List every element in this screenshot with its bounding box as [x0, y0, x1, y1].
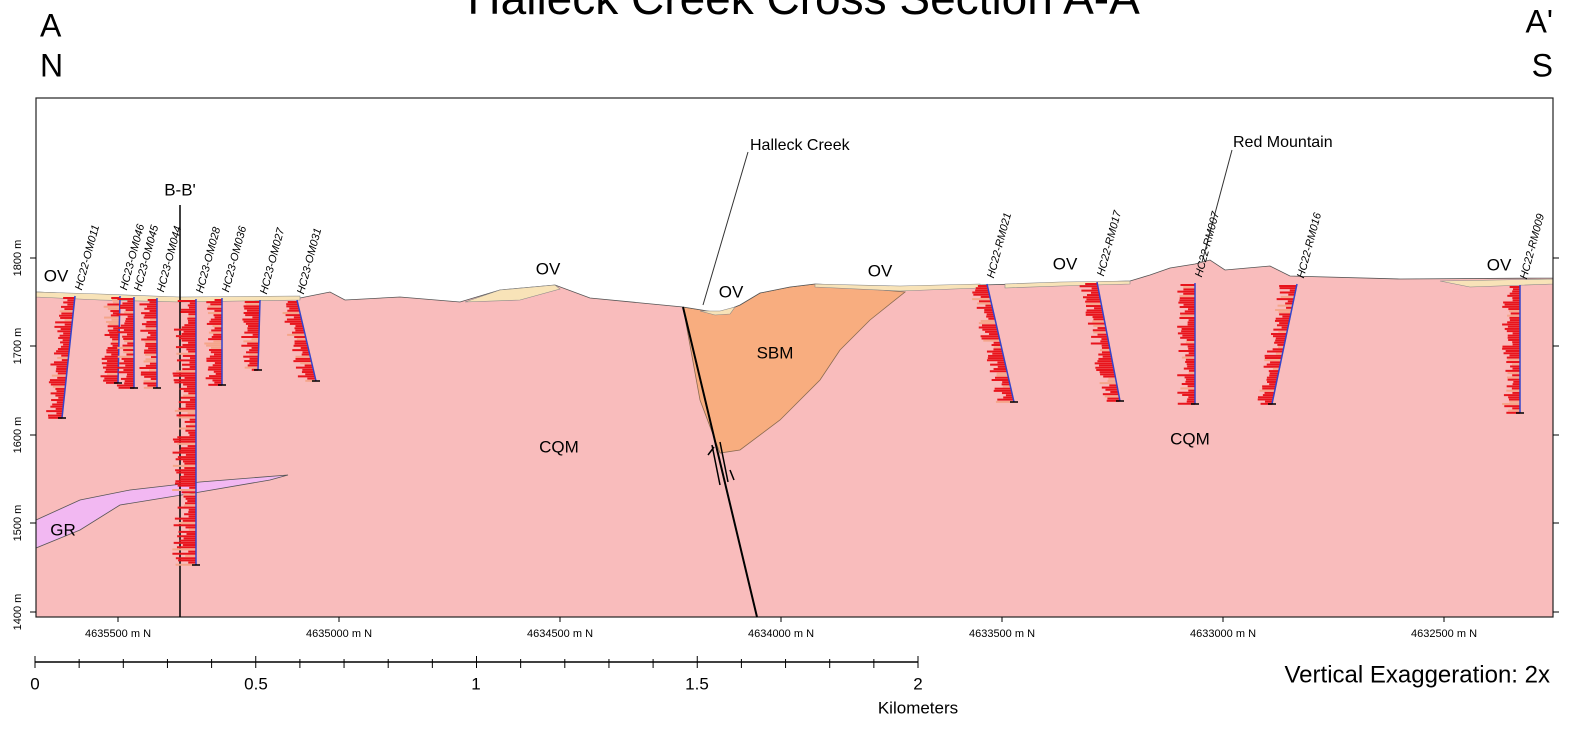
northing-label: 4632500 m N [1411, 628, 1477, 640]
place-label: Halleck Creek [750, 137, 851, 154]
northing-label: 4634500 m N [527, 628, 593, 640]
unit-label: CQM [539, 437, 579, 456]
unit-label: SBM [757, 343, 794, 362]
scale-unit: Kilometers [878, 698, 958, 717]
unit-label: OV [1053, 254, 1078, 273]
unit-label: OV [719, 282, 744, 301]
elevation-label: 1400 m [12, 594, 24, 631]
title: Halleck Creek Cross Section A-A' [467, 0, 1148, 24]
elevation-label: 1700 m [12, 328, 24, 365]
section-label: B-B' [164, 180, 196, 199]
elevation-label: 1600 m [12, 417, 24, 454]
unit-label: GR [50, 520, 76, 539]
northing-label: 4633500 m N [969, 628, 1035, 640]
unit-label: OV [1487, 255, 1512, 274]
place-label: Red Mountain [1233, 134, 1333, 151]
end-label: A' [1526, 3, 1553, 39]
scale-label: 1.5 [685, 674, 709, 693]
elevation-label: 1800 m [12, 240, 24, 277]
elevation-label: 1500 m [12, 505, 24, 542]
unit-label: OV [868, 261, 893, 280]
unit-label: OV [44, 266, 69, 285]
scale-label: 0 [30, 674, 39, 693]
end-label: A [40, 7, 62, 43]
scale-label: 2 [913, 674, 922, 693]
unit-label: OV [536, 259, 561, 278]
northing-label: 4633000 m N [1190, 628, 1256, 640]
northing-label: 4634000 m N [748, 628, 814, 640]
direction-label: S [1532, 47, 1553, 83]
scale-label: 0.5 [244, 674, 268, 693]
direction-label: N [40, 47, 63, 83]
cross-section: HC22-OM011HC23-OM046HC23-OM045HC23-OM044… [0, 0, 1595, 731]
northing-label: 4635500 m N [85, 628, 151, 640]
unit-label: CQM [1170, 429, 1210, 448]
scale-label: 1 [471, 674, 480, 693]
exaggeration: Vertical Exaggeration: 2x [1285, 661, 1551, 688]
northing-label: 4635000 m N [306, 628, 372, 640]
